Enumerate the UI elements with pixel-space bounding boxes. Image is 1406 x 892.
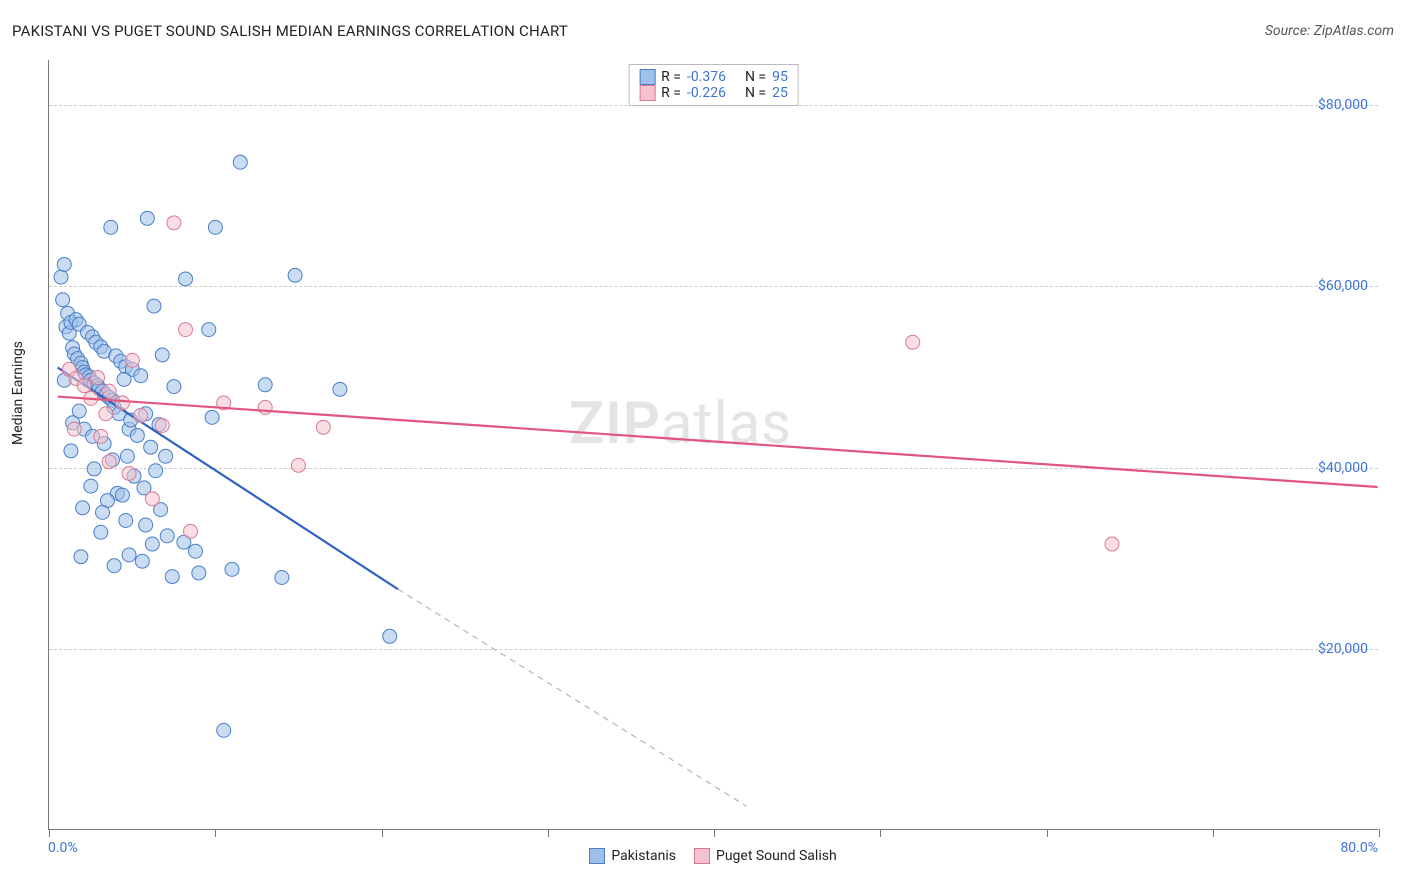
- data-point: [202, 323, 216, 337]
- trend-line: [58, 397, 1378, 487]
- legend-swatch: [589, 848, 605, 864]
- y-tick-label: $20,000: [1318, 641, 1368, 657]
- data-point: [115, 396, 129, 410]
- data-point: [120, 449, 134, 463]
- data-point: [208, 220, 222, 234]
- data-point: [333, 382, 347, 396]
- x-tick: [1213, 829, 1214, 837]
- data-point: [102, 455, 116, 469]
- x-tick: [382, 829, 383, 837]
- data-point: [122, 466, 136, 480]
- data-point: [288, 268, 302, 282]
- x-tick: [548, 829, 549, 837]
- data-point: [134, 369, 148, 383]
- data-point: [77, 379, 91, 393]
- data-point: [217, 723, 231, 737]
- data-point: [96, 505, 110, 519]
- data-point: [179, 323, 193, 337]
- data-point: [144, 440, 158, 454]
- data-point: [107, 559, 121, 573]
- data-point: [94, 429, 108, 443]
- data-point: [147, 299, 161, 313]
- data-point: [155, 419, 169, 433]
- data-point: [104, 220, 118, 234]
- data-point: [188, 544, 202, 558]
- data-point: [125, 353, 139, 367]
- data-point: [115, 488, 129, 502]
- data-point: [130, 428, 144, 442]
- y-tick-label: $60,000: [1318, 278, 1368, 294]
- series-legend-label: Pakistanis: [611, 848, 676, 864]
- data-point: [184, 524, 198, 538]
- series-legend-item: Puget Sound Salish: [694, 848, 837, 864]
- data-point: [140, 211, 154, 225]
- source-attribution: Source: ZipAtlas.com: [1265, 23, 1394, 39]
- data-point: [159, 449, 173, 463]
- data-point: [54, 270, 68, 284]
- data-point: [91, 371, 105, 385]
- x-tick: [215, 829, 216, 837]
- data-point: [165, 570, 179, 584]
- data-point: [225, 562, 239, 576]
- y-tick-label: $80,000: [1318, 97, 1368, 113]
- data-point: [291, 458, 305, 472]
- series-legend-item: Pakistanis: [589, 848, 676, 864]
- data-point: [179, 272, 193, 286]
- data-point: [192, 566, 206, 580]
- data-point: [258, 378, 272, 392]
- data-point: [74, 550, 88, 564]
- data-point: [99, 407, 113, 421]
- data-point: [87, 462, 101, 476]
- y-axis-title: Median Earnings: [10, 341, 26, 445]
- data-point: [155, 348, 169, 362]
- x-tick: [880, 829, 881, 837]
- data-point: [94, 525, 108, 539]
- data-point: [134, 409, 148, 423]
- data-point: [84, 479, 98, 493]
- data-point: [258, 400, 272, 414]
- data-point: [906, 335, 920, 349]
- plot-area: ZIPatlas R = -0.376 N = 95R = -0.226 N =…: [48, 60, 1378, 830]
- data-point: [383, 629, 397, 643]
- data-point: [149, 464, 163, 478]
- data-point: [117, 372, 131, 386]
- data-point: [160, 529, 174, 543]
- x-tick: [1379, 829, 1380, 837]
- data-point: [145, 492, 159, 506]
- chart-title: PAKISTANI VS PUGET SOUND SALISH MEDIAN E…: [12, 22, 568, 40]
- legend-swatch: [694, 848, 710, 864]
- data-point: [56, 293, 70, 307]
- trend-line-extrapolation: [398, 589, 747, 806]
- data-point: [122, 548, 136, 562]
- data-point: [1105, 537, 1119, 551]
- data-point: [233, 155, 247, 169]
- data-point: [67, 422, 81, 436]
- data-point: [316, 420, 330, 434]
- data-point: [275, 571, 289, 585]
- data-point: [167, 216, 181, 230]
- data-point: [72, 404, 86, 418]
- data-point: [139, 518, 153, 532]
- data-point: [135, 554, 149, 568]
- y-tick-label: $40,000: [1318, 460, 1368, 476]
- series-legend-label: Puget Sound Salish: [716, 848, 837, 864]
- x-tick: [49, 829, 50, 837]
- x-tick: [714, 829, 715, 837]
- data-point: [76, 501, 90, 515]
- data-point: [64, 444, 78, 458]
- data-point: [205, 410, 219, 424]
- x-tick: [1047, 829, 1048, 837]
- series-legend: Pakistanis Puget Sound Salish: [48, 848, 1378, 864]
- data-point: [145, 537, 159, 551]
- data-point: [167, 380, 181, 394]
- data-point: [102, 384, 116, 398]
- data-point: [57, 257, 71, 271]
- data-point: [119, 514, 133, 528]
